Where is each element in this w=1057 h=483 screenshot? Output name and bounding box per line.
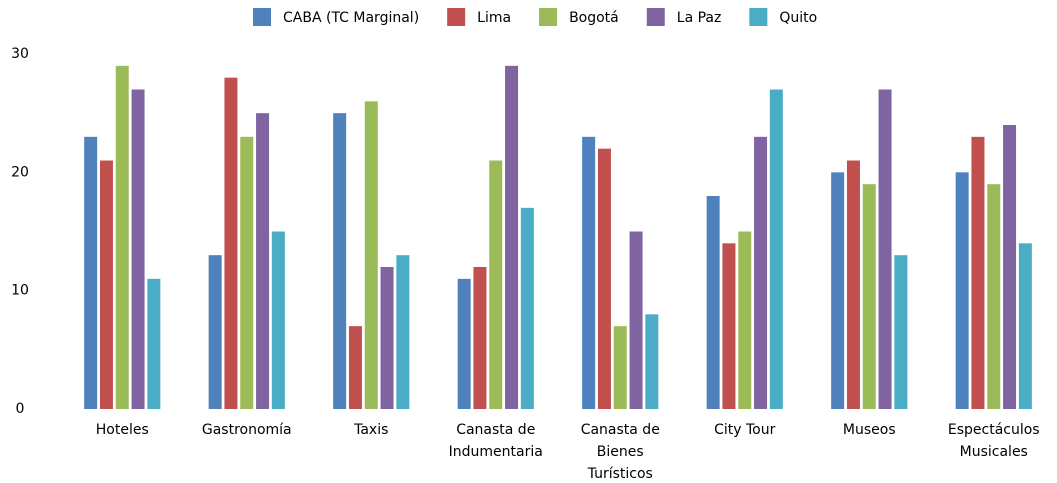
legend-swatch — [253, 8, 271, 26]
bar — [520, 207, 534, 409]
bar — [473, 267, 487, 409]
bar — [831, 172, 845, 409]
bar — [489, 160, 503, 409]
bar — [224, 77, 238, 410]
legend-label: Quito — [779, 10, 817, 26]
legend-label: CABA (TC Marginal) — [283, 10, 419, 26]
legend-label: Lima — [477, 10, 511, 26]
bar — [84, 136, 98, 410]
bar — [380, 267, 394, 409]
bar — [348, 326, 362, 409]
x-tick-label: Espectáculos Musicales — [948, 422, 1040, 460]
bar — [645, 314, 659, 409]
legend-swatch — [539, 8, 558, 26]
bar — [597, 148, 611, 409]
x-tick-label: Taxis — [353, 422, 388, 438]
bar — [505, 65, 519, 409]
bar — [894, 255, 908, 409]
bar — [364, 101, 378, 409]
bar — [457, 278, 471, 409]
bar — [256, 113, 270, 410]
y-tick-label: 0 — [16, 401, 25, 417]
bar — [1003, 125, 1017, 409]
legend-label: Bogotá — [569, 10, 619, 26]
bar — [987, 184, 1001, 409]
bar — [862, 184, 876, 409]
y-tick-label: 20 — [11, 164, 29, 180]
bar — [333, 113, 347, 410]
x-tick-label: City Tour — [714, 422, 776, 438]
x-tick-label: Museos — [843, 422, 896, 438]
legend-swatch — [447, 8, 466, 26]
x-tick-label: Canasta de Indumentaria — [449, 422, 543, 460]
bar — [971, 136, 985, 410]
legend-label: La Paz — [677, 10, 722, 26]
bar — [629, 231, 643, 409]
bar — [240, 136, 254, 410]
bar — [613, 326, 627, 409]
x-tick-label: Hoteles — [96, 422, 149, 438]
bar — [99, 160, 113, 409]
bar — [738, 231, 752, 409]
bar — [208, 255, 222, 409]
bar — [271, 231, 285, 409]
bar — [131, 89, 145, 409]
bar — [396, 255, 410, 409]
bar — [722, 243, 736, 409]
bar — [1018, 243, 1032, 409]
bar — [115, 65, 129, 409]
bar — [878, 89, 892, 409]
bar — [769, 89, 783, 409]
x-tick-label: Gastronomía — [202, 422, 292, 438]
x-tick-label: Canasta de Bienes Turísticos — [581, 422, 660, 482]
y-tick-label: 10 — [11, 283, 29, 299]
bar — [754, 136, 768, 410]
legend-swatch — [646, 8, 665, 26]
legend-swatch — [749, 8, 768, 26]
bar — [846, 160, 860, 409]
y-tick-label: 30 — [11, 46, 29, 62]
bar — [147, 278, 161, 409]
bar — [706, 196, 720, 409]
bar — [582, 136, 596, 410]
bar — [955, 172, 969, 409]
